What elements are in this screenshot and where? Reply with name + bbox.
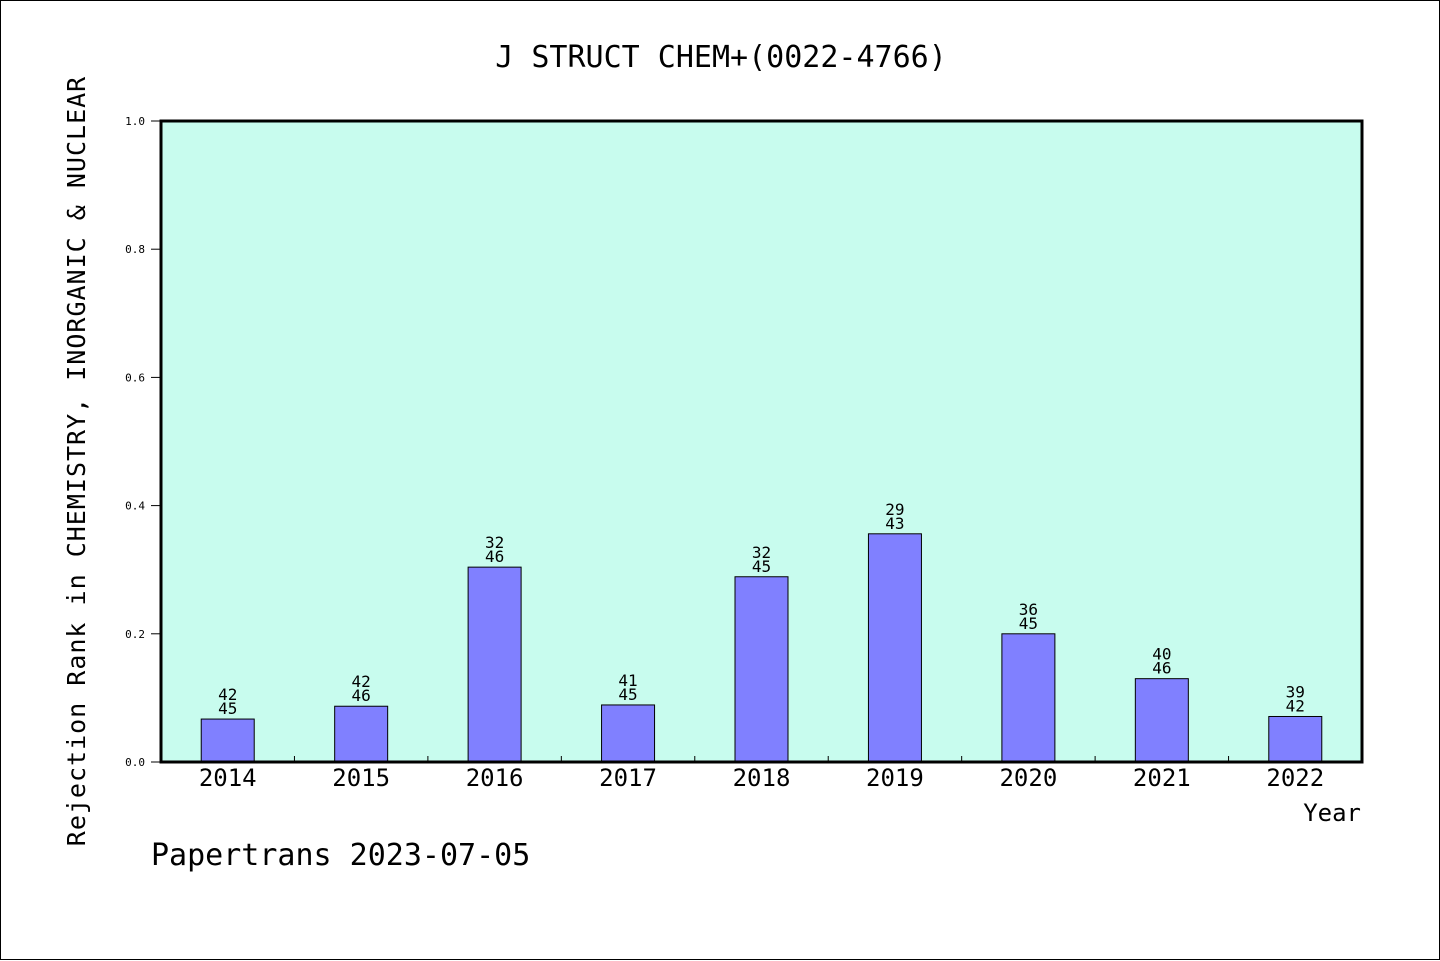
bar-2017 xyxy=(601,704,656,763)
bar-label-bottom: 42 xyxy=(1286,696,1305,715)
y-tick-label: 0.4 xyxy=(125,500,145,513)
x-tick-label: 2021 xyxy=(1133,764,1191,792)
bar-2020 xyxy=(1001,633,1056,763)
bar-label-bottom: 46 xyxy=(1152,659,1171,678)
x-tick-label: 2015 xyxy=(332,764,390,792)
footer-watermark: Papertrans 2023-07-05 xyxy=(151,838,530,873)
x-tick-label: 2014 xyxy=(199,764,257,792)
y-tick-label: 0.8 xyxy=(125,243,145,256)
bar-2014 xyxy=(200,718,255,763)
bar-label-top: 32 xyxy=(485,533,504,552)
bar-label-top: 39 xyxy=(1286,682,1305,701)
plot-border xyxy=(159,119,1364,764)
chart-title: J STRUCT CHEM+(0022-4766) xyxy=(495,40,947,75)
x-axis-label: Year xyxy=(1303,799,1361,827)
bar-label-top: 42 xyxy=(352,672,371,691)
y-tick-label: 0.0 xyxy=(125,756,145,769)
y-axis-label: Rejection Rank in CHEMISTRY, INORGANIC &… xyxy=(62,76,91,846)
bar-label-top: 29 xyxy=(885,500,904,519)
bar-label-bottom: 45 xyxy=(1019,614,1038,633)
x-tick-label: 2022 xyxy=(1266,764,1324,792)
bar-label-top: 32 xyxy=(752,543,771,562)
bar-label-bottom: 45 xyxy=(218,699,237,718)
bar-2015 xyxy=(334,705,389,763)
bar-label-bottom: 45 xyxy=(752,557,771,576)
bar-2019 xyxy=(867,533,922,763)
bar-label-bottom: 43 xyxy=(885,514,904,533)
x-tick-label: 2020 xyxy=(999,764,1057,792)
y-tick-label: 1.0 xyxy=(125,115,145,128)
x-axis-ticks: 2014 2015 2016 2017 2018 2019 2020 2021 2022 xyxy=(199,756,1324,792)
bar-label-bottom: 46 xyxy=(352,686,371,705)
bar-label-top: 40 xyxy=(1152,645,1171,664)
y-axis-ticks: 0.0 0.2 0.4 0.6 0.8 1.0 xyxy=(125,115,161,769)
x-tick-label: 2017 xyxy=(599,764,657,792)
x-tick-label: 2018 xyxy=(733,764,791,792)
y-tick-label: 0.2 xyxy=(125,628,145,641)
bar-label-top: 42 xyxy=(218,685,237,704)
bar-2022 xyxy=(1268,715,1323,763)
bar-2021 xyxy=(1134,678,1189,763)
bar-label-top: 41 xyxy=(618,671,637,690)
bar-label-bottom: 45 xyxy=(618,685,637,704)
bar-2018 xyxy=(734,576,789,763)
bar-2016 xyxy=(467,566,522,763)
x-tick-label: 2016 xyxy=(466,764,524,792)
bar-label-bottom: 46 xyxy=(485,547,504,566)
x-tick-label: 2019 xyxy=(866,764,924,792)
y-tick-label: 0.6 xyxy=(125,371,145,384)
bar-label-top: 36 xyxy=(1019,600,1038,619)
